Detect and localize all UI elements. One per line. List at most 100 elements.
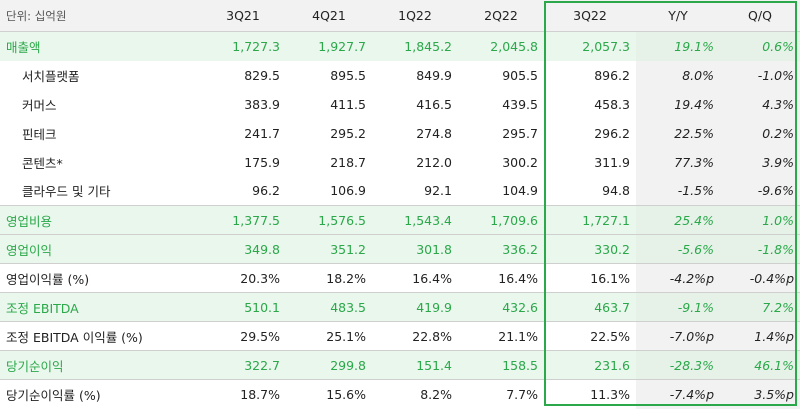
table-row: 영업비용 1,377.5 1,576.5 1,543.4 1,709.6 1,727.1 2… — [0, 205, 800, 235]
value-cell: 94.8 — [602, 183, 630, 199]
yoy-cell: -4.2%p — [636, 263, 720, 293]
value-cell: 241.7 — [244, 125, 280, 141]
value-cell: 175.9 — [244, 154, 280, 170]
value-cell: 510.1 — [200, 292, 286, 322]
value-cell: 295.2 — [330, 125, 366, 141]
qoq-cell: -1.0% — [720, 60, 800, 90]
value-cell: 1,377.5 — [200, 205, 286, 235]
value-cell: 1,927.7 — [286, 31, 372, 61]
yoy-cell: -1.5% — [636, 176, 720, 206]
row-label: 핀테크 — [22, 126, 57, 142]
table-row: 클라우드 및 기타 96.2 106.9 92.1 104.9 94.8 -1.5% -9.6… — [0, 176, 800, 206]
yoy-cell: 25.4% — [636, 205, 720, 235]
value-cell: 104.9 — [502, 183, 538, 199]
value-cell: 1,727.3 — [200, 31, 286, 61]
value-cell: 322.7 — [200, 350, 286, 380]
value-cell: 231.6 — [544, 350, 636, 380]
value-cell: 158.5 — [458, 350, 544, 380]
qoq-cell: 0.6% — [720, 31, 800, 61]
value-cell: 295.7 — [502, 125, 538, 141]
value-cell: 25.1% — [286, 321, 372, 351]
value-cell: 2,057.3 — [544, 31, 636, 61]
qoq-cell: -9.6% — [720, 176, 800, 206]
value-cell: 2,045.8 — [458, 31, 544, 61]
value-cell: 18.2% — [286, 263, 372, 293]
value-cell: 905.5 — [502, 67, 538, 83]
table-row: 콘텐츠* 175.9 218.7 212.0 300.2 311.9 77.3% 3.9% — [0, 147, 800, 177]
value-cell: 896.2 — [594, 67, 630, 83]
value-cell: 1,845.2 — [372, 31, 458, 61]
value-cell: 20.3% — [200, 263, 286, 293]
qoq-cell: 1.0% — [720, 205, 800, 235]
value-cell: 458.3 — [594, 96, 630, 112]
value-cell: 351.2 — [286, 234, 372, 264]
value-cell: 416.5 — [416, 96, 452, 112]
value-cell: 18.7% — [200, 379, 286, 409]
value-cell: 849.9 — [416, 67, 452, 83]
value-cell: 829.5 — [244, 67, 280, 83]
qoq-cell: 7.2% — [720, 292, 800, 322]
yoy-cell: 19.4% — [636, 89, 720, 119]
value-cell: 151.4 — [372, 350, 458, 380]
yoy-cell: 8.0% — [636, 60, 720, 90]
value-cell: 300.2 — [502, 154, 538, 170]
value-cell: 96.2 — [252, 183, 280, 199]
value-cell: 218.7 — [330, 154, 366, 170]
column-header: 2Q22 — [458, 0, 544, 32]
value-cell: 296.2 — [594, 125, 630, 141]
value-cell: 1,709.6 — [458, 205, 544, 235]
value-cell: 106.9 — [330, 183, 366, 199]
column-header: 4Q21 — [286, 0, 372, 32]
table-row: 조정 EBITDA 이익률 (%) 29.5% 25.1% 22.8% 21.1% 22.… — [0, 321, 800, 351]
value-cell: 463.7 — [544, 292, 636, 322]
qoq-cell: 1.4%p — [720, 321, 800, 351]
value-cell: 299.8 — [286, 350, 372, 380]
unit-label: 단위: 십억원 — [0, 0, 200, 32]
row-label: 조정 EBITDA 이익률 (%) — [0, 321, 200, 351]
row-label: 매출액 — [0, 31, 200, 61]
table-header-row: 단위: 십억원 3Q21 4Q21 1Q22 2Q22 3Q22 Y/Y Q/Q — [0, 0, 800, 32]
table-row: 영업이익률 (%) 20.3% 18.2% 16.4% 16.4% 16.1% -4.2%p… — [0, 263, 800, 293]
qoq-cell: 3.5%p — [720, 379, 800, 409]
value-cell: 383.9 — [244, 96, 280, 112]
qoq-cell: 4.3% — [720, 89, 800, 119]
value-cell: 330.2 — [544, 234, 636, 264]
value-cell: 8.2% — [372, 379, 458, 409]
yoy-cell: -9.1% — [636, 292, 720, 322]
row-label: 영업이익 — [0, 234, 200, 264]
value-cell: 274.8 — [416, 125, 452, 141]
value-cell: 21.1% — [458, 321, 544, 351]
yoy-cell: -7.0%p — [636, 321, 720, 351]
row-label: 클라우드 및 기타 — [22, 184, 111, 200]
yoy-cell: -7.4%p — [636, 379, 720, 409]
value-cell: 301.8 — [372, 234, 458, 264]
value-cell: 16.4% — [458, 263, 544, 293]
yoy-cell: 22.5% — [636, 118, 720, 148]
value-cell: 1,543.4 — [372, 205, 458, 235]
table-row: 영업이익 349.8 351.2 301.8 336.2 330.2 -5.6% -1.8% — [0, 234, 800, 264]
column-header: 3Q22 — [544, 0, 636, 32]
value-cell: 411.5 — [330, 96, 366, 112]
column-header: Y/Y — [636, 0, 720, 32]
table-row: 당기순이익률 (%) 18.7% 15.6% 8.2% 7.7% 11.3% -7.4%p 3… — [0, 379, 800, 409]
row-label: 조정 EBITDA — [0, 292, 200, 322]
value-cell: 212.0 — [416, 154, 452, 170]
yoy-cell: -28.3% — [636, 350, 720, 380]
value-cell: 1,727.1 — [544, 205, 636, 235]
value-cell: 22.5% — [544, 321, 636, 351]
qoq-cell: 0.2% — [720, 118, 800, 148]
yoy-cell: 77.3% — [636, 147, 720, 177]
value-cell: 15.6% — [286, 379, 372, 409]
value-cell: 336.2 — [458, 234, 544, 264]
value-cell: 16.1% — [544, 263, 636, 293]
value-cell: 311.9 — [594, 154, 630, 170]
qoq-cell: 3.9% — [720, 147, 800, 177]
value-cell: 11.3% — [544, 379, 636, 409]
qoq-cell: 46.1% — [720, 350, 800, 380]
value-cell: 1,576.5 — [286, 205, 372, 235]
qoq-cell: -0.4%p — [720, 263, 800, 293]
value-cell: 29.5% — [200, 321, 286, 351]
table-row: 매출액 1,727.3 1,927.7 1,845.2 2,045.8 2,057.3 19… — [0, 31, 800, 61]
